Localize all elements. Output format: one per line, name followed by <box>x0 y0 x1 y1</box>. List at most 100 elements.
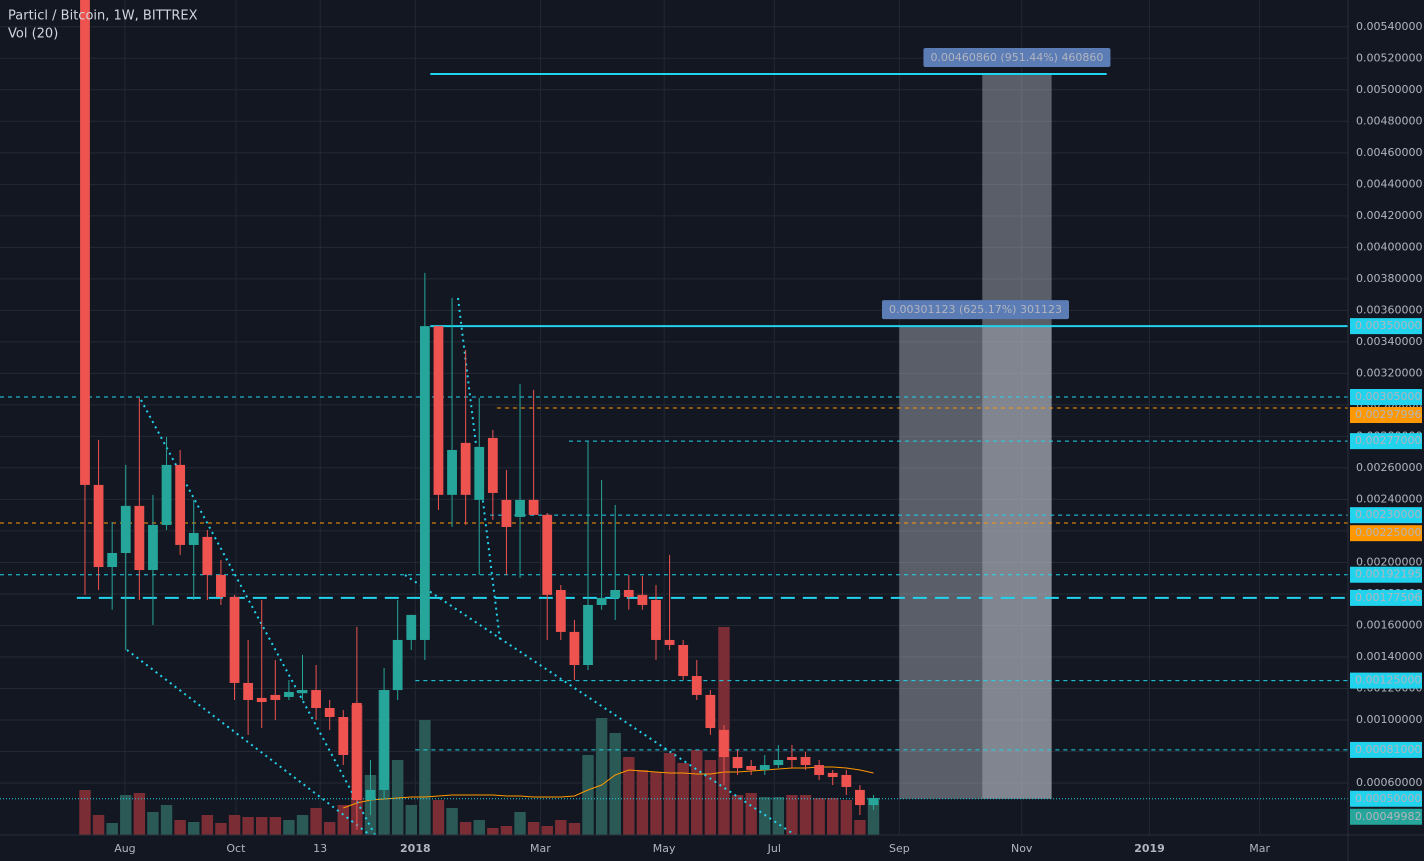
x-tick-label: Mar <box>530 842 551 855</box>
trend-line <box>140 399 376 835</box>
volume-bar <box>650 772 662 835</box>
candle-body <box>637 594 648 605</box>
candle-body <box>474 446 485 500</box>
candle-body <box>827 772 838 778</box>
candle-body <box>868 797 879 806</box>
price-label-box <box>1350 318 1422 335</box>
volume-bar <box>283 820 295 835</box>
volume-bar <box>786 795 798 835</box>
candle-body <box>351 702 362 801</box>
x-tick-label: Aug <box>114 842 135 855</box>
y-tick-label: 0.00340000 <box>1356 335 1422 348</box>
candle-body <box>773 760 784 766</box>
y-tick-label: 0.00360000 <box>1356 303 1422 316</box>
candle-body <box>202 536 213 575</box>
volume-title: Vol (20) <box>8 27 58 42</box>
candle-body <box>447 449 457 495</box>
volume-bar <box>133 793 146 835</box>
candle-body <box>569 631 580 666</box>
volume-bar <box>827 798 839 835</box>
candle-body <box>787 757 797 761</box>
volume-bar <box>527 822 540 835</box>
candle-body <box>800 757 811 766</box>
volume-bar <box>691 750 703 835</box>
candle-body <box>610 590 621 598</box>
trend-lines <box>126 297 796 835</box>
candle-body <box>460 442 471 495</box>
y-tick-label: 0.00440000 <box>1356 177 1422 190</box>
volume-bar <box>867 798 880 835</box>
candle-body <box>148 524 158 571</box>
candle-body <box>256 697 267 703</box>
y-tick-label: 0.00160000 <box>1356 618 1422 631</box>
candle-body <box>746 765 757 770</box>
y-tick-label: 0.00480000 <box>1356 114 1422 127</box>
candle-body <box>365 789 376 801</box>
volume-bar <box>663 753 676 835</box>
price-label: 0.00297996 <box>1355 408 1421 421</box>
y-tick-label: 0.00380000 <box>1356 272 1422 285</box>
y-tick-label: 0.00460000 <box>1356 146 1422 159</box>
y-tick-label: 0.00500000 <box>1356 83 1422 96</box>
y-tick-label: 0.00140000 <box>1356 650 1422 663</box>
x-tick-label: 13 <box>313 842 327 855</box>
candle-body <box>719 729 729 758</box>
candle-body <box>487 437 498 493</box>
candle-body <box>120 505 131 553</box>
volume-bar <box>296 815 309 835</box>
candle-body <box>542 514 553 595</box>
price-label: 0.00177506 <box>1355 591 1421 604</box>
candle-body <box>419 326 430 640</box>
volume-bar <box>256 817 268 835</box>
price-label-box <box>1350 389 1422 406</box>
volume-bar <box>854 820 866 835</box>
candle-body <box>528 499 539 515</box>
candle-body <box>664 639 675 645</box>
candle-body <box>311 690 321 709</box>
volume-bar <box>147 812 159 835</box>
volume-bar <box>120 795 132 835</box>
y-tick-label: 0.00540000 <box>1356 20 1422 33</box>
candle-body <box>501 499 512 527</box>
price-label-box <box>1350 566 1422 583</box>
y-tick-label: 0.00200000 <box>1356 555 1422 568</box>
volume-bar <box>487 828 499 835</box>
volume-bar <box>840 800 853 835</box>
x-tick-label: Mar <box>1249 842 1270 855</box>
volume-bar <box>323 822 336 835</box>
volume-bar <box>79 790 91 835</box>
volume-bar <box>106 823 118 835</box>
measure-box <box>899 326 1052 799</box>
volume-bar <box>201 815 214 835</box>
volume-bar <box>636 770 649 835</box>
candle-body <box>406 614 417 640</box>
candle-body <box>297 690 308 694</box>
volume-bar <box>432 800 445 835</box>
candle-body <box>678 644 689 677</box>
volume-bar <box>677 763 689 835</box>
candle-body <box>107 552 118 568</box>
price-labels: 0.00350000 0.00305000 0.00297996 0.00277000… <box>1350 318 1422 825</box>
candle-body <box>583 604 593 666</box>
candle-body <box>243 682 254 700</box>
candle-body <box>732 757 743 769</box>
y-tick-label: 0.00060000 <box>1356 776 1422 789</box>
volume-bar <box>704 760 717 835</box>
trend-line <box>404 574 796 835</box>
x-tick-label: 2019 <box>1134 842 1165 855</box>
y-tick-label: 0.00260000 <box>1356 461 1422 474</box>
grid <box>0 0 1348 835</box>
price-label-box <box>1350 433 1422 450</box>
price-label-box <box>1350 407 1422 424</box>
y-tick-label: 0.00240000 <box>1356 492 1422 505</box>
chart-title: Particl / Bitcoin, 1W, BITTREX <box>8 9 198 24</box>
x-tick-label: May <box>653 842 676 855</box>
x-tick-label: Sep <box>889 842 910 855</box>
volume-bar <box>405 805 417 835</box>
candle-body <box>651 599 661 640</box>
volume-bar <box>623 757 635 835</box>
price-label: 0.00050000 <box>1355 792 1421 805</box>
price-label: 0.00225000 <box>1355 526 1421 539</box>
price-label-box <box>1350 741 1422 758</box>
